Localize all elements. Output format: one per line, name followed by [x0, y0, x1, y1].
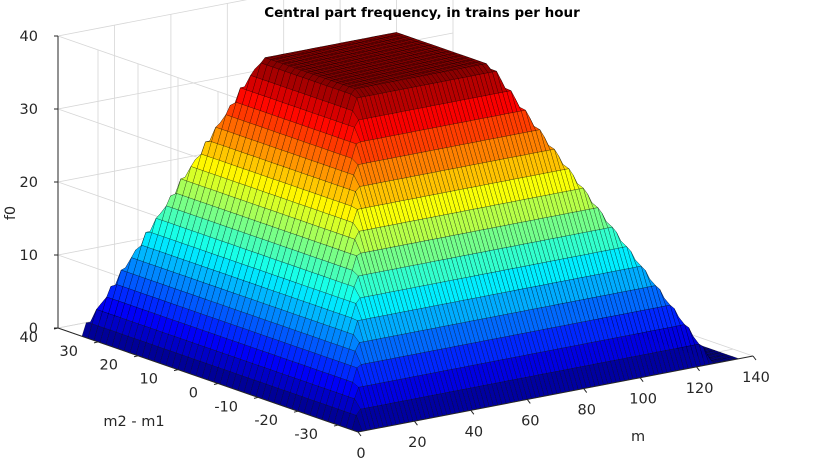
z-tick-label: 10 — [20, 248, 38, 264]
x-tick-label: 0 — [356, 446, 365, 462]
y-tick-label: -20 — [254, 413, 278, 429]
x-tick-label: 80 — [577, 403, 595, 419]
y-tick-label: 40 — [20, 330, 38, 346]
x-tick-label: 120 — [686, 381, 714, 397]
z-tick-label: 20 — [20, 175, 38, 191]
y-tick-label: 20 — [100, 358, 118, 374]
y-tick-label: 0 — [189, 386, 198, 402]
x-axis-label: m — [631, 429, 645, 445]
x-tick-label: 20 — [408, 435, 426, 451]
y-tick-label: -30 — [294, 427, 318, 443]
x-axis-line — [357, 355, 754, 433]
x-tick-label: 100 — [629, 392, 657, 408]
y-tick-label: 30 — [60, 344, 78, 360]
y-axis-line — [57, 327, 359, 433]
z-tick-label: 40 — [20, 29, 38, 45]
y-tick-label: 10 — [140, 372, 158, 388]
axes: 020406080100120140-30-20-100102030400102… — [20, 29, 770, 462]
x-tick-label: 40 — [465, 424, 483, 440]
x-tick-label: 140 — [742, 370, 770, 386]
y-axis-label: m2 - m1 — [103, 414, 164, 430]
z-tick-label: 0 — [29, 321, 38, 337]
chart-title: Central part frequency, in trains per ho… — [264, 5, 580, 21]
z-axis-label: f0 — [3, 206, 19, 220]
z-tick-label: 30 — [20, 102, 38, 118]
x-tick-label: 60 — [521, 413, 539, 429]
y-tick-label: -10 — [214, 399, 238, 415]
surface-plot — [81, 32, 740, 433]
